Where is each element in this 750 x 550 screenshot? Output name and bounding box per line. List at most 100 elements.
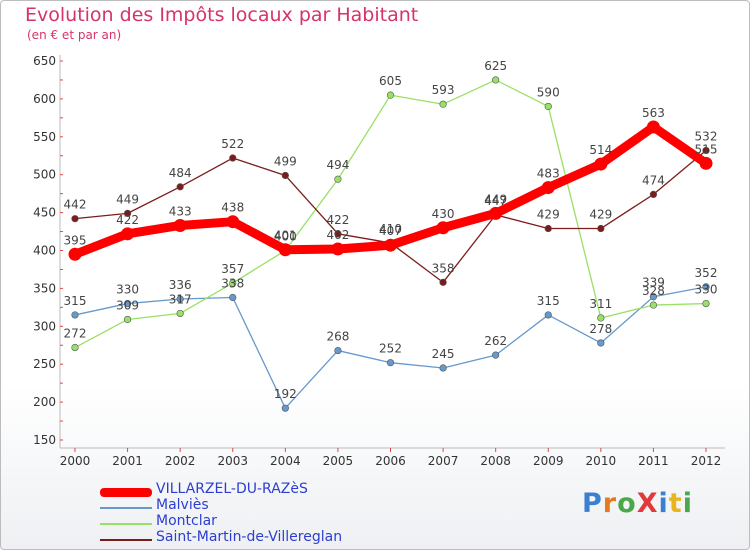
data-label: 430 bbox=[432, 207, 455, 221]
data-point bbox=[68, 247, 82, 261]
data-label: 315 bbox=[537, 294, 560, 308]
data-label: 357 bbox=[221, 262, 244, 276]
y-tick-label: 300 bbox=[33, 319, 56, 333]
data-label: 268 bbox=[326, 330, 349, 344]
data-point bbox=[646, 120, 660, 134]
legend-swatch bbox=[100, 488, 152, 497]
data-label: 278 bbox=[589, 322, 612, 336]
data-label: 400 bbox=[274, 230, 297, 244]
data-label: 605 bbox=[379, 74, 402, 88]
data-label: 339 bbox=[642, 276, 665, 290]
data-point bbox=[436, 221, 450, 235]
data-point bbox=[544, 311, 552, 319]
data-label: 245 bbox=[432, 347, 455, 361]
data-point bbox=[597, 224, 605, 233]
data-point bbox=[281, 404, 289, 412]
data-point bbox=[597, 314, 605, 322]
legend-label: VILLARZEL-DU-RAZèS bbox=[156, 481, 308, 497]
data-label: 330 bbox=[116, 283, 139, 297]
data-label: 311 bbox=[589, 297, 612, 311]
data-point bbox=[229, 154, 237, 162]
x-tick-label: 2011 bbox=[638, 454, 669, 468]
legend-swatch bbox=[100, 523, 152, 525]
data-label: 330 bbox=[695, 283, 718, 297]
data-point bbox=[121, 227, 135, 241]
data-point bbox=[702, 299, 710, 308]
data-label: 422 bbox=[326, 213, 349, 227]
chart-axes: 150 200 250 300 350 400 450 500 550 600 650 2000 200… bbox=[33, 54, 725, 468]
data-labels: 315 330 336 338 192 268 252 245 262 315 278 339 352 2… bbox=[64, 59, 718, 401]
data-label: 433 bbox=[169, 204, 192, 218]
data-point bbox=[649, 190, 658, 199]
proxiti-logo: ProXiti bbox=[582, 488, 693, 519]
x-tick-label: 2004 bbox=[270, 454, 301, 468]
data-point bbox=[281, 171, 289, 180]
x-tick-label: 2010 bbox=[586, 454, 617, 468]
data-point bbox=[226, 215, 240, 229]
data-point bbox=[334, 230, 342, 238]
data-point bbox=[278, 243, 292, 257]
data-label: 407 bbox=[379, 224, 402, 238]
data-label: 499 bbox=[274, 154, 297, 168]
data-point bbox=[71, 215, 79, 223]
data-label: 358 bbox=[432, 261, 455, 275]
data-label: 494 bbox=[326, 158, 349, 172]
data-label: 422 bbox=[116, 213, 139, 227]
data-point bbox=[649, 301, 658, 309]
data-label: 442 bbox=[64, 198, 87, 212]
data-point bbox=[123, 299, 132, 308]
data-point bbox=[173, 218, 187, 232]
data-point bbox=[334, 346, 342, 355]
y-tick-label: 650 bbox=[33, 54, 56, 68]
data-label: 336 bbox=[169, 278, 192, 292]
data-point bbox=[334, 175, 342, 183]
data-label: 252 bbox=[379, 342, 402, 356]
data-label: 590 bbox=[537, 85, 560, 99]
y-tick-label: 550 bbox=[33, 130, 56, 144]
data-label: 401 bbox=[274, 229, 297, 243]
data-point bbox=[439, 278, 447, 286]
logo-letter: P bbox=[582, 488, 603, 519]
data-label: 447 bbox=[484, 194, 507, 208]
data-point bbox=[699, 156, 713, 170]
x-tick-label: 2001 bbox=[112, 454, 143, 468]
logo-letter: i bbox=[682, 488, 693, 519]
logo-letter: X bbox=[636, 488, 659, 519]
data-point bbox=[384, 238, 397, 252]
data-point bbox=[176, 309, 184, 318]
data-label: 522 bbox=[221, 137, 244, 151]
data-point bbox=[176, 183, 184, 191]
y-tick-label: 600 bbox=[33, 92, 56, 106]
legend-label: Malviès bbox=[156, 497, 209, 513]
data-label: 484 bbox=[169, 166, 192, 180]
data-label: 449 bbox=[116, 192, 139, 206]
data-label: 272 bbox=[64, 327, 87, 341]
x-tick-label: 2008 bbox=[480, 454, 511, 468]
data-label: 532 bbox=[695, 129, 718, 143]
data-point bbox=[649, 293, 658, 301]
logo-letter: o bbox=[617, 488, 637, 519]
logo-letter: t bbox=[668, 488, 683, 519]
data-point bbox=[123, 315, 132, 324]
data-point bbox=[492, 76, 500, 84]
data-point bbox=[71, 311, 79, 319]
data-point bbox=[541, 181, 555, 195]
data-point bbox=[702, 146, 710, 155]
data-point bbox=[123, 209, 132, 217]
data-label: 352 bbox=[695, 266, 718, 280]
x-tick-label: 2009 bbox=[533, 454, 564, 468]
data-point bbox=[176, 295, 184, 303]
y-tick-label: 250 bbox=[33, 357, 56, 371]
y-tick-label: 200 bbox=[33, 395, 56, 409]
chart-subtitle: (en € et par an) bbox=[27, 28, 122, 42]
data-label: 410 bbox=[379, 222, 402, 236]
x-tick-label: 2007 bbox=[428, 454, 459, 468]
data-label: 317 bbox=[169, 292, 192, 306]
data-point bbox=[229, 279, 237, 287]
y-tick-label: 150 bbox=[33, 433, 56, 447]
data-label: 309 bbox=[116, 298, 139, 312]
data-point bbox=[702, 283, 710, 291]
data-label: 395 bbox=[64, 233, 87, 247]
